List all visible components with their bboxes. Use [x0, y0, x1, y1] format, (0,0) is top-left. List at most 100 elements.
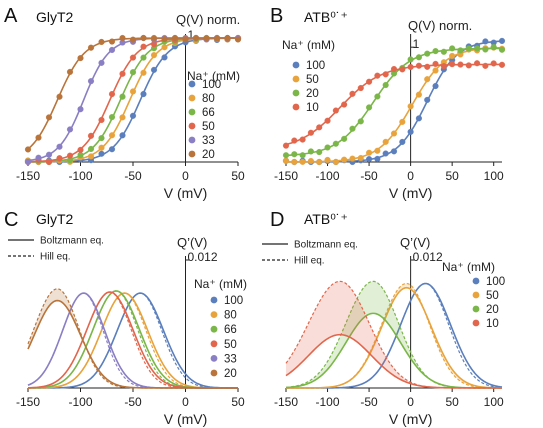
legend-marker-100 — [188, 80, 196, 88]
data-point-20 — [203, 35, 210, 42]
hill-line-20 — [285, 280, 502, 389]
data-point-50 — [299, 158, 306, 165]
data-point-66 — [119, 93, 126, 100]
x-tick-label: -150 — [16, 169, 40, 183]
data-point-20 — [98, 38, 105, 46]
legend-label-80: 80 — [202, 93, 215, 105]
data-point-50 — [87, 132, 95, 139]
data-point-20 — [440, 48, 447, 55]
legend-marker-20 — [292, 89, 300, 97]
data-point-20 — [307, 148, 314, 155]
legend-marker-66 — [210, 325, 218, 333]
data-point-50 — [108, 91, 116, 98]
legend-label-10: 10 — [486, 318, 499, 330]
data-point-80 — [98, 144, 105, 151]
data-point-20 — [474, 45, 481, 52]
x-tick-label: 50 — [445, 169, 459, 183]
data-point-66 — [77, 151, 84, 159]
data-point-20 — [56, 93, 63, 100]
data-point-50 — [316, 158, 323, 166]
data-point-20 — [150, 34, 158, 42]
chart-title: GlyT2 — [36, 211, 74, 227]
legend-label-50: 50 — [202, 121, 215, 133]
x-axis-label: V (mV) — [164, 185, 208, 201]
data-point-100 — [150, 66, 158, 73]
data-point-66 — [87, 145, 95, 152]
x-tick-label: 0 — [407, 169, 414, 183]
x-tick-label: 100 — [484, 169, 504, 183]
data-point-20 — [213, 35, 221, 42]
legend-label-66: 66 — [202, 107, 215, 119]
data-point-10 — [349, 90, 356, 97]
legend-label-20: 20 — [306, 88, 319, 100]
data-point-10 — [316, 124, 323, 131]
shaded-diff-10 — [286, 281, 502, 388]
data-point-20 — [341, 135, 348, 142]
legend-marker-10 — [472, 319, 480, 327]
y-axis-label: Q’(V) — [400, 235, 430, 250]
panel-letter: D — [270, 209, 284, 231]
data-point-33 — [24, 158, 32, 165]
panel-a: A GlyT2 -150 -100 -50 0 50 V (mV) 1Q(V) norm. Na⁺… — [4, 5, 245, 201]
x-axis-label: V (mV) — [389, 185, 433, 201]
data-point-50 — [307, 157, 314, 165]
data-point-20 — [45, 114, 53, 121]
data-point-10 — [407, 63, 414, 71]
y-tick-label: 1 — [413, 37, 420, 51]
shaded-diff-20 — [28, 288, 238, 388]
data-point-80 — [119, 114, 126, 121]
data-point-100 — [390, 148, 398, 155]
legend-label-66: 66 — [224, 324, 237, 336]
data-point-20 — [77, 55, 84, 62]
data-point-20 — [407, 56, 414, 63]
legend-label-100: 100 — [306, 60, 325, 72]
legend-label-100: 100 — [224, 295, 243, 307]
x-axis-label: V (mV) — [164, 411, 208, 427]
legend-marker-100 — [210, 296, 218, 304]
data-point-50 — [291, 158, 298, 166]
data-point-20 — [35, 134, 42, 141]
data-point-10 — [366, 78, 373, 85]
data-point-20 — [87, 44, 95, 51]
chart-title: GlyT2 — [36, 9, 74, 25]
panel-letter: A — [4, 5, 18, 27]
legend-label-33: 33 — [224, 353, 237, 365]
legend-marker-10 — [292, 103, 300, 111]
x-axis-label: V (mV) — [389, 411, 433, 427]
legend-marker-66 — [188, 108, 196, 116]
boltzmann-line-20 — [27, 299, 238, 389]
data-point-100 — [366, 156, 373, 163]
legend-marker-100 — [292, 61, 300, 69]
legend-label-20: 20 — [486, 304, 499, 316]
y-tick-label: 0.012 — [188, 250, 218, 264]
data-point-50 — [119, 70, 126, 77]
data-point-20 — [161, 35, 168, 43]
x-tick-label: -50 — [360, 395, 378, 409]
data-point-20 — [171, 34, 179, 42]
data-point-50 — [399, 118, 406, 125]
legend-marker-100 — [472, 277, 480, 285]
data-point-10 — [415, 62, 422, 69]
data-point-100 — [482, 38, 489, 45]
data-point-20 — [299, 152, 306, 159]
data-point-10 — [291, 137, 298, 144]
data-point-10 — [341, 101, 348, 108]
data-point-33 — [108, 46, 116, 54]
data-point-20 — [366, 104, 373, 111]
legend-label-33: 33 — [202, 135, 215, 147]
data-point-33 — [77, 106, 84, 113]
data-point-10 — [449, 61, 456, 68]
data-point-80 — [140, 69, 147, 76]
data-point-100 — [98, 150, 105, 157]
data-point-50 — [390, 130, 398, 137]
data-point-50 — [140, 43, 147, 50]
x-tick-label: -100 — [68, 169, 92, 183]
data-point-10 — [498, 61, 506, 68]
line-style-label: Hill eq. — [40, 252, 71, 263]
data-point-20 — [182, 36, 189, 43]
x-tick-label: -50 — [124, 169, 142, 183]
legend-label-50: 50 — [306, 74, 319, 86]
legend-label-50: 50 — [486, 290, 499, 302]
legend-marker-50 — [210, 340, 218, 348]
data-point-66 — [108, 114, 116, 121]
